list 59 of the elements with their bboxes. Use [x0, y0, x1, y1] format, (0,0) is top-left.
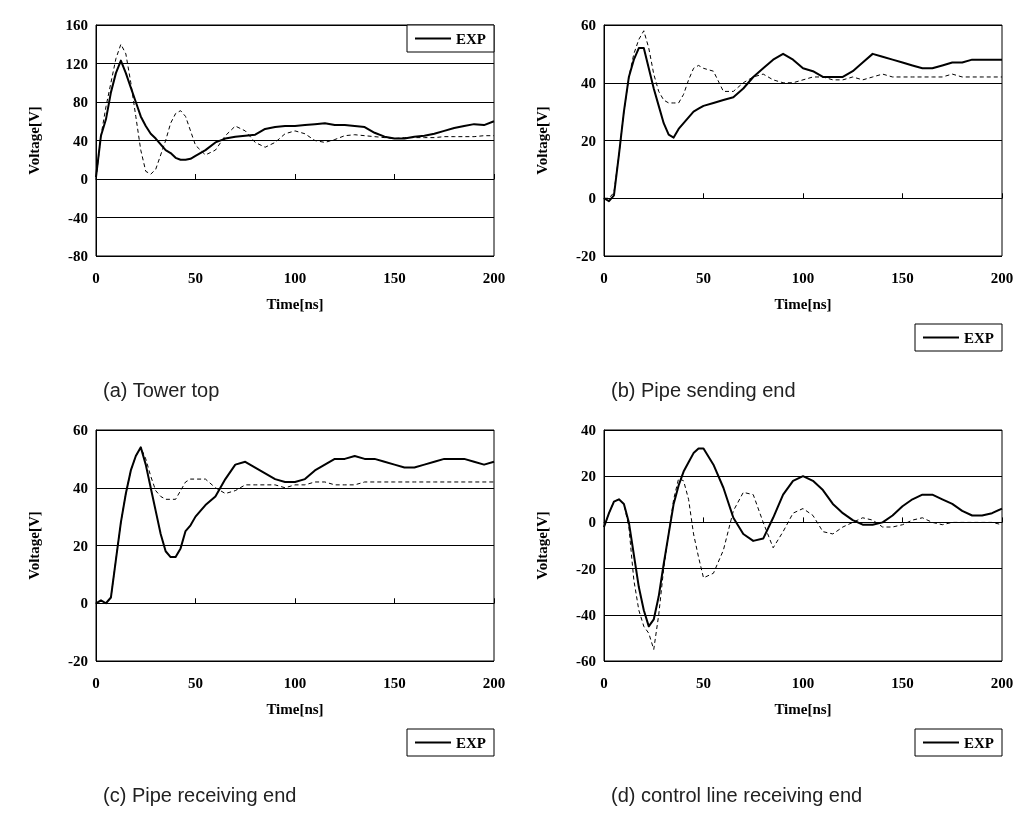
x-tick-label: 50 — [188, 674, 203, 691]
x-tick-label: 150 — [891, 269, 914, 286]
x-axis-title: Time[ns] — [774, 295, 832, 312]
y-tick-label: 80 — [73, 94, 88, 110]
text: (a) Tower top — [103, 379, 220, 401]
y-tick-label: 20 — [73, 537, 88, 554]
x-tick-label: 0 — [600, 674, 608, 691]
x-axis-title: Time[ns] — [266, 700, 324, 717]
text: (c) Pipe receiving end — [103, 784, 297, 806]
x-tick-label: 0 — [92, 674, 100, 691]
legend-label: EXP — [964, 734, 994, 751]
y-tick-label: 0 — [80, 171, 88, 187]
y-axis-title: Voltage[V] — [25, 511, 42, 580]
y-tick-label: 40 — [581, 422, 596, 438]
y-tick-label: 120 — [65, 55, 88, 72]
y-tick-label: -20 — [576, 248, 596, 264]
y-tick-label: -20 — [68, 653, 88, 669]
x-tick-label: 50 — [696, 674, 711, 691]
y-tick-label: 40 — [581, 74, 596, 91]
x-tick-label: 50 — [188, 269, 203, 286]
x-axis-title: Time[ns] — [774, 700, 832, 717]
x-tick-label: 50 — [696, 269, 711, 286]
legend-label: EXP — [456, 734, 486, 751]
y-tick-label: -80 — [68, 248, 88, 264]
y-tick-label: 40 — [73, 132, 88, 149]
legend-label: EXP — [964, 329, 994, 346]
x-tick-label: 100 — [791, 674, 815, 691]
y-tick-label: -40 — [68, 209, 88, 226]
y-tick-label: -60 — [576, 653, 596, 669]
y-axis-title: Voltage[V] — [533, 106, 550, 175]
y-tick-label: 20 — [581, 132, 596, 149]
x-tick-label: 0 — [600, 269, 608, 286]
x-tick-label: 200 — [990, 269, 1014, 286]
y-tick-label: -40 — [576, 606, 596, 623]
y-tick-label: -20 — [576, 560, 596, 577]
x-axis-title: Time[ns] — [266, 295, 324, 312]
x-tick-label: 100 — [283, 269, 307, 286]
y-axis-title: Voltage[V] — [25, 106, 42, 175]
y-tick-label: 60 — [73, 422, 88, 438]
x-tick-label: 200 — [482, 674, 506, 691]
text: (b) Pipe sending end — [611, 379, 796, 401]
y-tick-label: 60 — [581, 17, 596, 33]
x-tick-label: 150 — [383, 674, 406, 691]
y-tick-label: 20 — [581, 468, 596, 485]
y-tick-label: 0 — [588, 514, 596, 531]
y-tick-label: 0 — [80, 595, 88, 612]
x-tick-label: 200 — [990, 674, 1014, 691]
y-tick-label: 40 — [73, 479, 88, 496]
x-tick-label: 100 — [791, 269, 815, 286]
text: (d) control line receiving end — [611, 784, 863, 806]
x-tick-label: 150 — [383, 269, 406, 286]
y-tick-label: 0 — [588, 190, 596, 207]
y-axis-title: Voltage[V] — [533, 511, 550, 580]
x-tick-label: 150 — [891, 674, 914, 691]
y-tick-label: 160 — [65, 17, 88, 33]
x-tick-label: 0 — [92, 269, 100, 286]
legend-label: EXP — [456, 30, 486, 47]
x-tick-label: 200 — [482, 269, 506, 286]
x-tick-label: 100 — [283, 674, 307, 691]
